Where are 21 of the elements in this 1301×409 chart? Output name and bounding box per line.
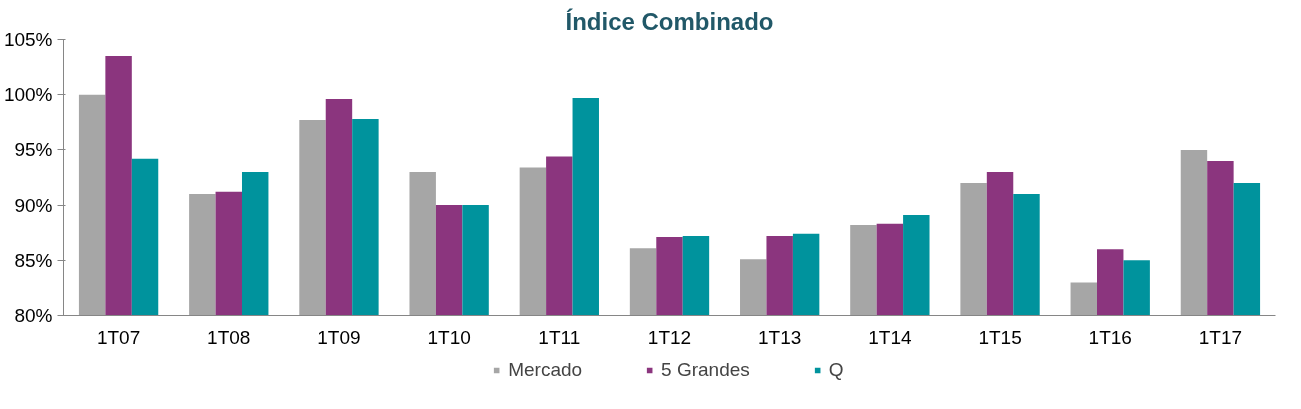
y-tick-label: 80% [14,305,53,326]
x-tick-label: 1T14 [868,326,912,348]
legend-label: Q [828,359,845,381]
y-tick-label: 90% [14,194,53,216]
x-tick-label: 1T11 [538,326,581,348]
x-tick-label: 1T09 [317,326,361,348]
y-tick-label: 85% [14,249,53,271]
y-tick-label: 100% [3,84,53,106]
x-tick-label: 1T12 [647,326,692,348]
x-tick-label: 1T08 [207,326,251,348]
x-tick-label: 1T16 [1088,326,1132,348]
legend-label: Mercado [508,359,583,381]
x-tick-label: 1T07 [96,326,141,348]
y-tick-label: 95% [14,139,53,161]
x-tick-label: 1T17 [1198,326,1243,348]
legend-label: 5 Grandes [661,359,750,381]
y-tick-label: 105% [3,29,53,50]
x-tick-label: 1T15 [978,326,1022,348]
x-tick-label: 1T10 [427,326,471,348]
chart-title: Índice Combinado [565,7,774,35]
x-tick-label: 1T13 [758,326,802,348]
